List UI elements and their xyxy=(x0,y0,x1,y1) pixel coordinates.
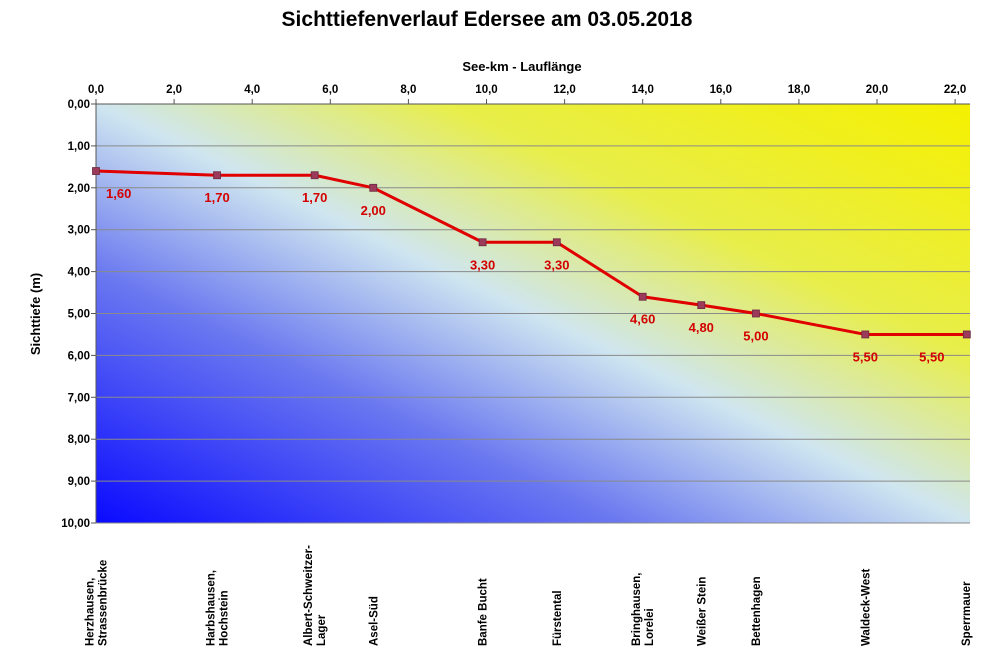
data-point xyxy=(861,330,870,339)
y-tick-label: 2,00 xyxy=(68,183,90,195)
y-tick-labels: 0,00 1,00 2,00 3,00 4,00 5,00 6,00 7,00 8,00 9,00… xyxy=(61,99,90,530)
station-label: Albert-Schweitzer- Lager xyxy=(303,545,328,646)
station-label-line: Hochstein xyxy=(219,590,231,646)
y-axis-title: Sichttiefe (m) xyxy=(28,273,43,355)
station-label: Bettenhagen xyxy=(751,576,763,646)
station-label-line: Bettenhagen xyxy=(751,576,763,646)
data-point xyxy=(369,183,378,192)
y-tick-label: 5,00 xyxy=(68,309,90,321)
data-label: 5,50 xyxy=(853,349,878,364)
x-tick-label: 6,0 xyxy=(322,84,338,96)
x-tick-label: 16,0 xyxy=(710,84,732,96)
station-label-line: Bringhausen, xyxy=(631,573,643,646)
y-tick-label: 9,00 xyxy=(68,476,90,488)
y-tick-label: 3,00 xyxy=(68,225,90,237)
station-label-line: Fürstental xyxy=(552,590,564,646)
y-tick-label: 4,00 xyxy=(68,267,90,279)
data-label: 2,00 xyxy=(361,203,386,218)
station-label: Herzhausen, Strassenbrücke xyxy=(85,560,110,646)
y-tick-label: 6,00 xyxy=(68,350,90,362)
station-label: Banfe Bucht xyxy=(478,578,490,646)
station-label-line: Harbshausen, xyxy=(206,570,218,646)
data-label: 1,70 xyxy=(302,190,327,205)
y-tick-label: 10,00 xyxy=(61,518,90,530)
x-tick-label: 10,0 xyxy=(475,84,497,96)
x-tick-label: 22,0 xyxy=(944,84,966,96)
gridlines xyxy=(91,103,970,524)
station-label: Fürstental xyxy=(552,590,564,646)
station-label: Bringhausen, Lorelei xyxy=(631,573,656,646)
x-tick-label: 8,0 xyxy=(400,84,416,96)
station-label-line: Waldeck-West xyxy=(860,569,872,646)
y-tick-label: 8,00 xyxy=(68,434,90,446)
data-point xyxy=(697,301,706,310)
station-label-line: Asel-Süd xyxy=(368,596,380,646)
data-label: 4,80 xyxy=(689,320,714,335)
data-point xyxy=(213,171,221,180)
data-point xyxy=(92,167,100,175)
data-label: 3,30 xyxy=(544,257,569,272)
y-tick-label: 7,00 xyxy=(68,392,90,404)
chart-title: Sichttiefenverlauf Edersee am 03.05.2018 xyxy=(282,8,693,31)
x-tick-label: 18,0 xyxy=(788,84,810,96)
x-tick-labels: 0,0 2,0 4,0 6,0 8,0 10,0 12,0 14,0 16,0 18,0 20,0 2… xyxy=(88,84,966,104)
station-label-line: Banfe Bucht xyxy=(478,578,490,646)
data-label: 4,60 xyxy=(630,312,655,327)
series-sichttiefe: 1,60 1,70 1,70 2,00 3,30 3,30 4,60 4,80 5,00 5,50… xyxy=(92,167,971,364)
station-label-line: Sperrmauer xyxy=(961,581,973,646)
data-label: 3,30 xyxy=(470,257,495,272)
y-tick-label: 0,00 xyxy=(68,99,90,111)
data-label: 5,50 xyxy=(919,349,944,364)
data-label: 5,00 xyxy=(743,329,768,344)
station-label: Sperrmauer xyxy=(961,581,973,646)
x-axis-title: See-km - Lauflänge xyxy=(462,59,581,74)
data-point xyxy=(552,238,561,247)
y-tick-label: 1,00 xyxy=(68,141,90,153)
station-label-line: Albert-Schweitzer- xyxy=(303,545,315,646)
station-label-line: Strassenbrücke xyxy=(98,560,110,646)
x-tick-label: 0,0 xyxy=(88,84,104,96)
data-label: 1,60 xyxy=(106,186,131,201)
station-label-line: Weißer Stein xyxy=(696,577,708,646)
x-tick-label: 20,0 xyxy=(866,84,888,96)
data-point xyxy=(310,171,319,180)
station-label-line: Lager xyxy=(316,614,328,646)
data-point xyxy=(638,292,647,301)
data-point xyxy=(478,238,487,247)
station-label: Weißer Stein xyxy=(696,577,708,646)
data-label: 1,70 xyxy=(204,190,229,205)
x-tick-label: 4,0 xyxy=(244,84,260,96)
station-label: Asel-Süd xyxy=(368,596,380,646)
x-tick-label: 14,0 xyxy=(632,84,654,96)
station-label: Waldeck-West xyxy=(860,569,872,646)
x-tick-label: 12,0 xyxy=(553,84,575,96)
data-point xyxy=(752,309,760,318)
station-label: Harbshausen, Hochstein xyxy=(206,570,231,646)
x-tick-label: 2,0 xyxy=(166,84,182,96)
data-point xyxy=(962,330,971,339)
station-labels: Herzhausen, Strassenbrücke Harbshausen, Hoc… xyxy=(85,545,974,646)
station-label-line: Lorelei xyxy=(644,608,656,646)
station-label-line: Herzhausen, xyxy=(85,578,97,646)
